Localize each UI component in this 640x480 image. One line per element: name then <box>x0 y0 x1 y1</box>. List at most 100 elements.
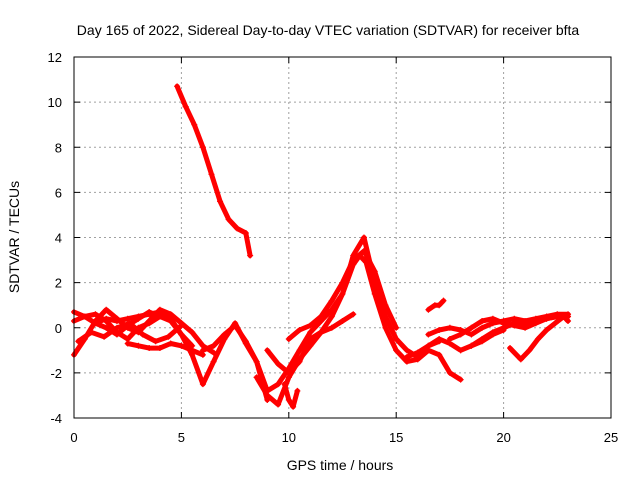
data-point <box>446 336 453 343</box>
data-point <box>156 306 163 313</box>
data-point <box>532 320 539 327</box>
data-point <box>81 313 88 320</box>
data-point <box>178 322 185 329</box>
data-point <box>217 198 224 205</box>
data-point <box>403 354 410 361</box>
data-point <box>146 345 153 352</box>
data-point <box>113 324 120 331</box>
data-point <box>339 317 346 324</box>
data-point <box>210 358 217 365</box>
data-point <box>135 342 142 349</box>
series-track-16 <box>446 313 561 343</box>
y-tick-label: 8 <box>55 140 62 155</box>
series-track-7 <box>174 83 254 259</box>
data-point <box>425 342 432 349</box>
data-point <box>552 320 559 327</box>
data-point <box>232 322 239 329</box>
data-point <box>103 324 110 331</box>
data-point <box>103 317 110 324</box>
data-point <box>318 313 325 320</box>
data-point <box>113 315 120 322</box>
data-point <box>479 324 486 331</box>
series-track-18 <box>507 313 572 363</box>
data-point <box>318 329 325 336</box>
data-point <box>139 331 146 338</box>
series-line <box>468 327 507 349</box>
data-point <box>210 349 217 356</box>
data-point <box>75 338 82 345</box>
series-line <box>282 381 300 410</box>
data-point <box>382 302 389 309</box>
y-tick-label: 6 <box>55 185 62 200</box>
data-point <box>328 313 335 320</box>
data-point <box>191 121 198 128</box>
data-point <box>489 331 496 338</box>
data-point <box>382 324 389 331</box>
data-point <box>307 336 314 343</box>
series-track-11 <box>285 248 400 343</box>
data-point <box>543 327 550 334</box>
data-point <box>156 313 163 320</box>
data-series <box>71 83 572 410</box>
data-point <box>457 376 464 383</box>
data-point <box>436 351 443 358</box>
data-point <box>225 216 232 223</box>
data-point <box>178 331 185 338</box>
data-point <box>339 290 346 297</box>
data-point <box>92 311 99 318</box>
data-point <box>167 340 174 347</box>
data-point <box>124 315 131 322</box>
data-point <box>199 144 206 151</box>
data-point <box>294 387 301 394</box>
data-point <box>511 315 518 322</box>
data-point <box>281 381 288 388</box>
data-point <box>371 290 378 297</box>
data-point <box>189 347 196 354</box>
chart-title: Day 165 of 2022, Sidereal Day-to-day VTE… <box>77 22 580 38</box>
data-point <box>296 347 303 354</box>
data-point <box>468 342 475 349</box>
data-point <box>167 311 174 318</box>
data-point <box>468 331 475 338</box>
x-tick-label: 10 <box>282 430 296 445</box>
data-point <box>360 234 367 241</box>
data-point <box>156 345 163 352</box>
data-point <box>511 322 518 329</box>
data-point <box>526 347 533 354</box>
data-point <box>500 327 507 334</box>
data-point <box>360 248 367 255</box>
data-point <box>275 381 282 388</box>
data-point <box>199 381 206 388</box>
data-point <box>285 336 292 343</box>
data-point <box>146 320 153 327</box>
series-track-12 <box>281 381 301 410</box>
data-point <box>457 331 464 338</box>
y-tick-label: 12 <box>48 50 62 65</box>
data-point <box>350 257 357 264</box>
y-tick-label: 4 <box>55 231 62 246</box>
data-point <box>275 360 282 367</box>
data-point <box>479 338 486 345</box>
data-point <box>264 347 271 354</box>
data-point <box>285 369 292 376</box>
data-point <box>210 342 217 349</box>
x-tick-label: 15 <box>389 430 403 445</box>
data-point <box>507 345 514 352</box>
data-point <box>92 320 99 327</box>
data-point <box>436 336 443 343</box>
data-point <box>253 374 260 381</box>
data-point <box>296 327 303 334</box>
data-point <box>468 324 475 331</box>
data-point <box>88 329 95 336</box>
data-point <box>221 331 228 338</box>
data-point <box>264 392 271 399</box>
data-point <box>565 311 572 318</box>
y-axis-label: SDTVAR / TECUs <box>6 181 22 293</box>
data-point <box>425 331 432 338</box>
data-point <box>113 331 120 338</box>
data-point <box>296 358 303 365</box>
axis-ticks: 0 5 10 15 20 25 -4 -2 0 2 4 6 8 10 12 <box>48 50 619 445</box>
x-tick-label: 25 <box>604 430 618 445</box>
y-tick-label: 2 <box>55 276 62 291</box>
